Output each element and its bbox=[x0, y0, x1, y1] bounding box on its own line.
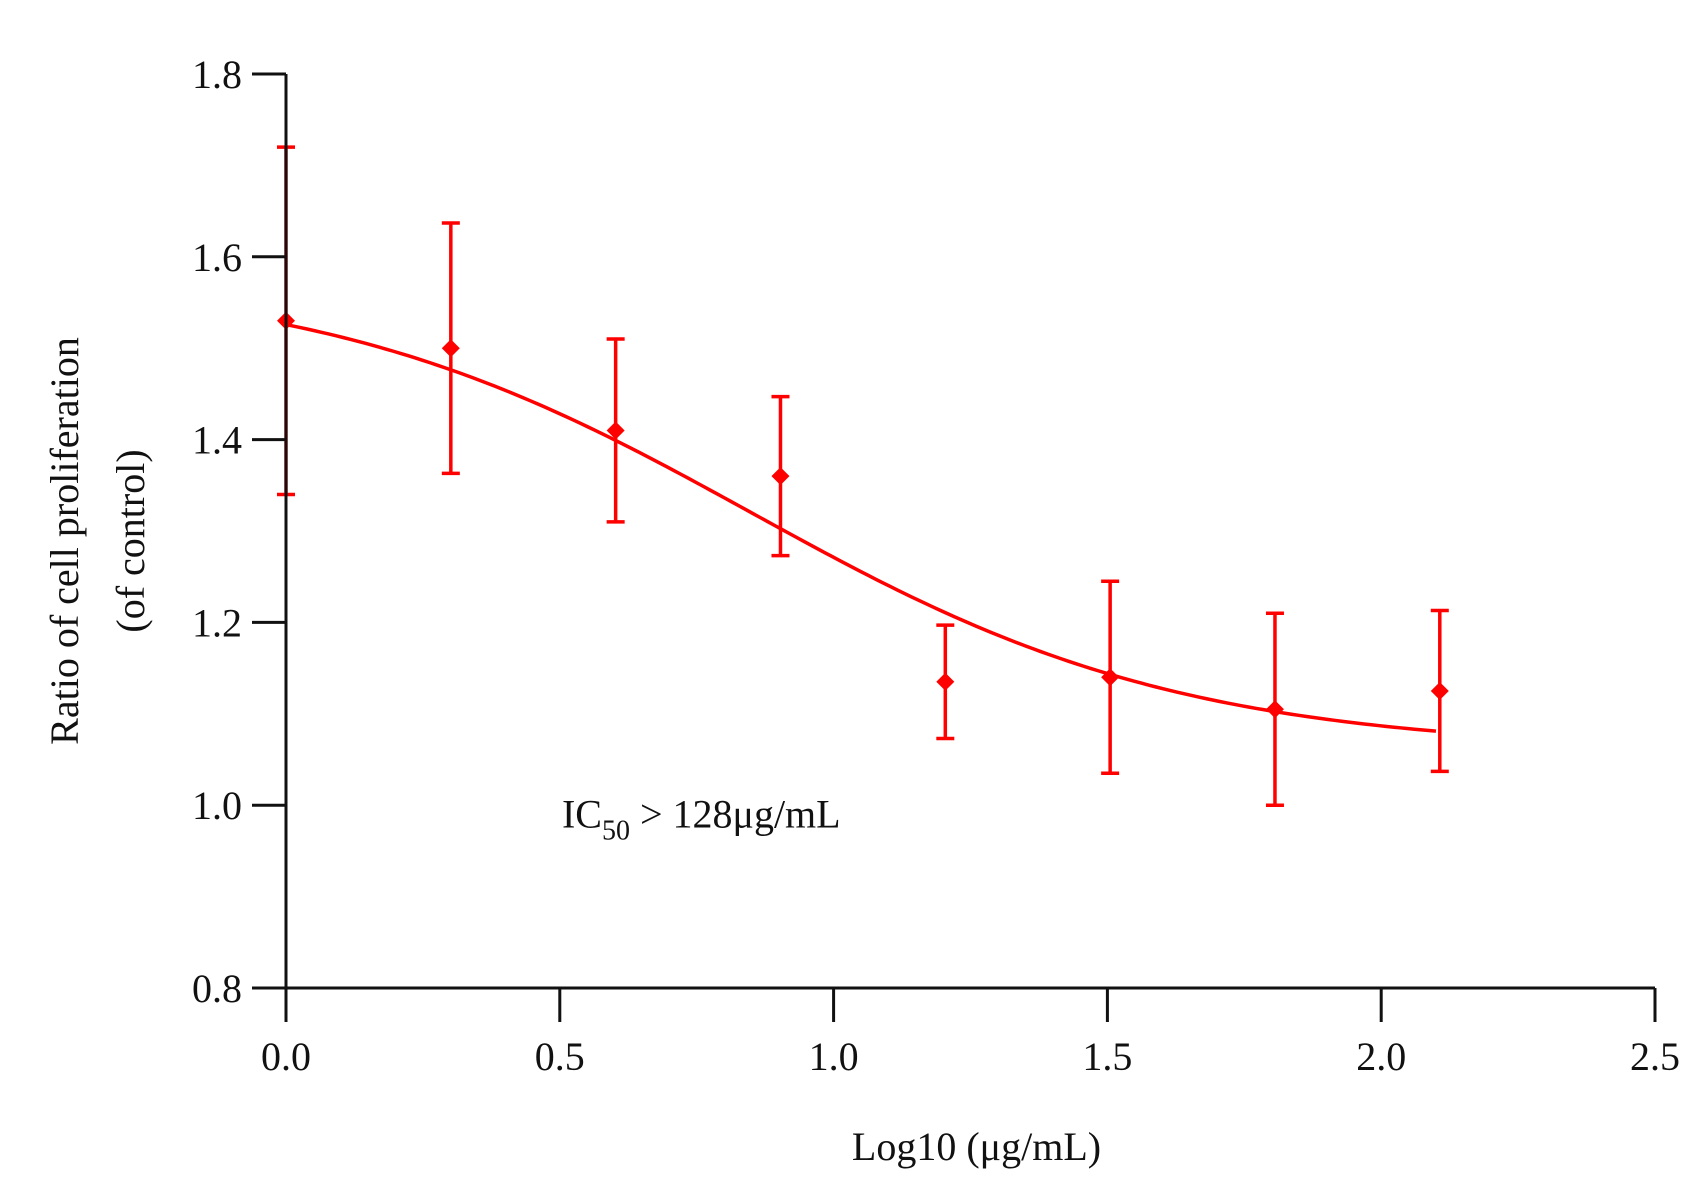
data-point-group bbox=[936, 623, 955, 741]
x-tick-label: 1.5 bbox=[1082, 1034, 1132, 1079]
data-point bbox=[1430, 681, 1449, 700]
y-tick-label: 1.0 bbox=[192, 783, 242, 828]
y-tick-label: 1.6 bbox=[192, 235, 242, 280]
data-point bbox=[1265, 700, 1284, 719]
data-point-group bbox=[1430, 608, 1449, 774]
data-point bbox=[771, 467, 790, 486]
x-tick-label: 0.0 bbox=[261, 1034, 311, 1079]
data-point-group bbox=[771, 394, 790, 558]
y-tick-label: 1.4 bbox=[192, 418, 242, 463]
data-point bbox=[936, 672, 955, 691]
y-tick-label: 1.2 bbox=[192, 600, 242, 645]
data-point bbox=[606, 421, 625, 440]
fit-layer bbox=[285, 322, 1437, 733]
x-tick-label: 0.5 bbox=[535, 1034, 585, 1079]
x-axis-title: Log10 (μg/mL) bbox=[852, 1124, 1101, 1169]
data-point-group bbox=[441, 221, 460, 476]
y-axis-title-line-1: Ratio of cell proliferation bbox=[42, 337, 87, 745]
ic50-annotation: IC50 > 128μg/mL bbox=[562, 791, 841, 846]
data-point-group bbox=[1101, 579, 1120, 775]
y-tick-label: 0.8 bbox=[192, 966, 242, 1011]
data-point bbox=[1101, 668, 1120, 687]
y-axis-title-line-2: (of control) bbox=[108, 449, 153, 632]
axes-layer bbox=[284, 74, 1655, 990]
ic50-annotation-suffix: > 128μg/mL bbox=[630, 791, 841, 836]
data-point bbox=[441, 339, 460, 358]
x-tick-label: 2.0 bbox=[1356, 1034, 1406, 1079]
data-point-group bbox=[1265, 611, 1284, 807]
ic50-annotation-subscript: 50 bbox=[602, 815, 630, 846]
ticks-layer: 0.8 1.0 1.2 1.4 1.6 1.8 0.0 0.5 1.0 1.5 2.0 2.5 bbox=[192, 52, 1680, 1079]
fit-curve bbox=[285, 322, 1437, 733]
data-point-group bbox=[606, 337, 625, 524]
x-tick-label: 1.0 bbox=[809, 1034, 859, 1079]
y-tick-label: 1.8 bbox=[192, 52, 242, 97]
x-tick-label: 2.5 bbox=[1630, 1034, 1680, 1079]
ic50-annotation-prefix: IC bbox=[562, 791, 602, 836]
points-layer bbox=[277, 145, 1449, 807]
